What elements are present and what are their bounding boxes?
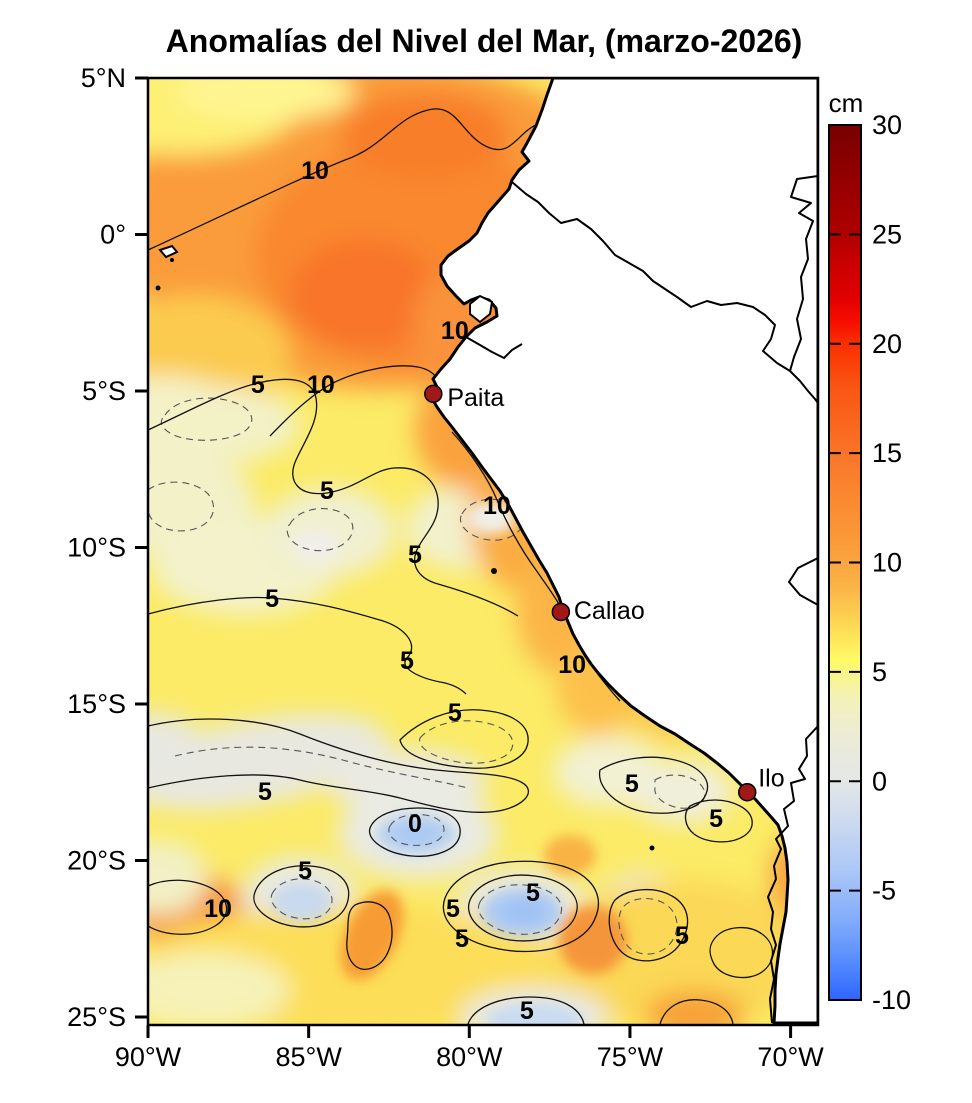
city-marker (737, 783, 757, 802)
galapagos-islet (155, 285, 161, 291)
galapagos-islet (170, 258, 174, 262)
y-axis-tick-label: 5°N (81, 63, 126, 93)
contour-label: 10 (483, 492, 511, 520)
contour-label: 5 (400, 647, 414, 675)
contour-label: 5 (448, 699, 462, 727)
contour-label: 5 (320, 477, 334, 505)
contour-label: 5 (251, 371, 265, 399)
contour-label: 10 (441, 317, 469, 345)
country-borders (465, 175, 818, 1024)
colorbar-tick-label: 30 (872, 110, 902, 140)
y-axis-tick-label: 20°S (67, 846, 126, 876)
contour-label: 5 (709, 805, 723, 833)
contour-label: 5 (526, 879, 540, 907)
x-axis-tick-label: 85°W (275, 1042, 342, 1072)
galapagos-island (158, 244, 179, 259)
contour-label: 5 (520, 997, 534, 1025)
islands (155, 244, 655, 851)
colorbar-tick-label: 25 (872, 219, 902, 249)
colorbar-tick-label: 5 (872, 657, 887, 687)
colorbar-ticks: 30 25 20 15 10 5 0 -5 -10 (829, 110, 911, 1015)
dashed-contour-lines (148, 397, 706, 955)
city-marker (424, 384, 443, 404)
contour-label: 10 (204, 895, 232, 923)
y-axis-tick-label: 25°S (67, 1002, 126, 1032)
isla-puna (469, 294, 494, 324)
colorbar-tick-label: 15 (872, 438, 902, 468)
colorbar-tick-label: 20 (872, 329, 902, 359)
city-markers: Paita Callao Ilo (424, 384, 785, 802)
city-label: Callao (574, 597, 645, 625)
contour-label: 5 (446, 895, 460, 923)
colorbar-tick-label: 10 (872, 548, 902, 578)
contour-label: 0 (408, 810, 422, 838)
y-axis: 5°N 0° 5°S 10°S 15°S 20°S 25°S (67, 63, 148, 1032)
contour-label: 5 (298, 857, 312, 885)
colorbar-tick-label: -10 (872, 985, 911, 1015)
colorbar-tick-label: -5 (872, 876, 896, 906)
x-axis: 90°W 85°W 80°W 75°W 70°W (115, 1025, 824, 1072)
coastal-islet (649, 845, 655, 851)
contour-label: 10 (301, 157, 329, 185)
x-axis-tick-label: 90°W (115, 1042, 182, 1072)
colorbar-unit-label: cm (829, 88, 864, 118)
contour-label: 5 (455, 925, 469, 953)
y-axis-tick-label: 15°S (67, 689, 126, 719)
coastal-islet (491, 568, 497, 574)
contour-label: 5 (258, 778, 272, 806)
city-label: Ilo (758, 764, 784, 792)
x-axis-tick-label: 80°W (436, 1042, 503, 1072)
contour-label: 5 (675, 922, 689, 950)
colorbar: cm 30 25 20 15 10 5 0 -5 -10 (828, 88, 911, 1015)
contour-label: 5 (265, 585, 279, 613)
city-label: Paita (447, 384, 504, 412)
x-axis-tick-label: 70°W (757, 1042, 824, 1072)
contour-label: 5 (408, 541, 422, 569)
x-axis-tick-label: 75°W (597, 1042, 664, 1072)
contour-label: 5 (625, 770, 639, 798)
y-axis-tick-label: 5°S (82, 376, 126, 406)
page-title: Anomalías del Nivel del Mar, (marzo-2026… (166, 23, 803, 59)
contour-label: 10 (558, 651, 586, 679)
plot-frame (146, 76, 820, 1027)
y-axis-tick-label: 0° (100, 220, 126, 250)
colorbar-tick-label: 0 (872, 766, 887, 796)
y-axis-tick-label: 10°S (67, 533, 126, 563)
city-marker (551, 602, 571, 622)
contour-label: 10 (307, 371, 335, 399)
